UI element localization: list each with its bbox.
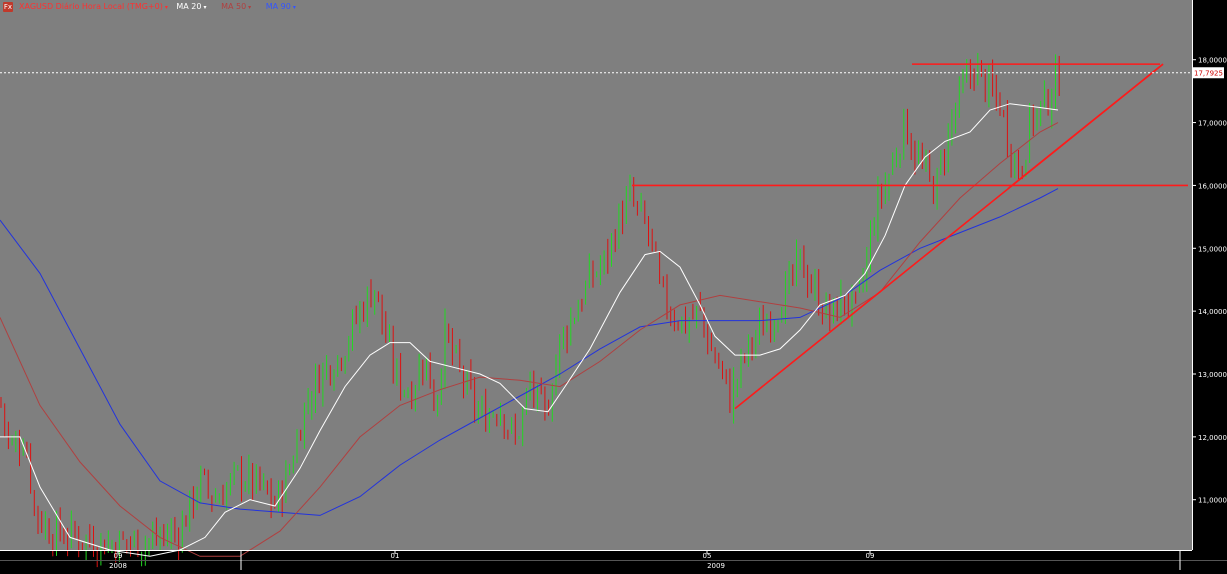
y-tick-label: 14,0000 — [1198, 308, 1227, 316]
ma50-label: MA 50 — [221, 2, 247, 11]
y-tick-label: 11,0000 — [1198, 497, 1227, 505]
price-tag-box — [1193, 67, 1224, 79]
ma20-line — [0, 103, 1059, 557]
plot-background — [0, 0, 1192, 550]
price-tag-value: 17,7925 — [1194, 69, 1223, 77]
ma50-dropdown-icon: ▾ — [248, 4, 252, 11]
candles-layer — [0, 52, 1060, 568]
ma50-line — [0, 122, 1059, 557]
y-tick-label: 12,0000 — [1198, 434, 1227, 442]
trendlines-layer — [632, 63, 1188, 410]
x-year-label: 2009 — [707, 562, 725, 570]
chart-header: Fx XAGUSD Diário Hora Local (TMG+0) ▾ MA 2… — [0, 0, 308, 14]
y-axis[interactable]: 11,0000 12,0000 13,0000 14,0000 15,0000 16,00… — [1192, 0, 1227, 550]
ma90-line — [0, 188, 1059, 516]
ma90-dropdown-icon: ▾ — [292, 4, 296, 11]
indicator-ma90[interactable]: MA 90 ▾ — [266, 2, 302, 11]
x-axis[interactable]: 09 01 05 09 2008 2009 — [0, 550, 1227, 570]
y-tick-label: 16,0000 — [1198, 182, 1227, 190]
ma20-dropdown-icon: ▾ — [203, 4, 207, 11]
symbol-dropdown-icon[interactable]: ▾ — [164, 4, 168, 11]
trendline-4 — [1007, 63, 1164, 190]
indicator-ma50[interactable]: MA 50 ▾ — [221, 2, 257, 11]
symbol-label[interactable]: XAGUSD Diário Hora Local (TMG+0) — [19, 2, 163, 11]
current-price-tag: 17,7925 — [1193, 67, 1224, 79]
ma90-label: MA 90 — [265, 2, 291, 11]
x-month-label: 05 — [703, 552, 712, 560]
indicator-ma20[interactable]: MA 20 ▾ — [176, 2, 212, 11]
fx-icon[interactable]: Fx — [3, 1, 13, 12]
ma20-label: MA 20 — [176, 2, 202, 11]
x-month-label: 01 — [391, 552, 400, 560]
y-tick-label: 15,0000 — [1198, 245, 1227, 253]
x-year-label: 2008 — [109, 562, 127, 570]
y-axis-panel — [1192, 0, 1227, 570]
y-tick-label: 17,0000 — [1198, 120, 1227, 128]
x-month-label: 09 — [114, 552, 123, 560]
y-tick-label: 18,0000 — [1198, 57, 1227, 65]
x-month-label: 09 — [866, 552, 875, 560]
y-tick-label: 13,0000 — [1198, 371, 1227, 379]
moving-averages-layer — [0, 103, 1059, 557]
